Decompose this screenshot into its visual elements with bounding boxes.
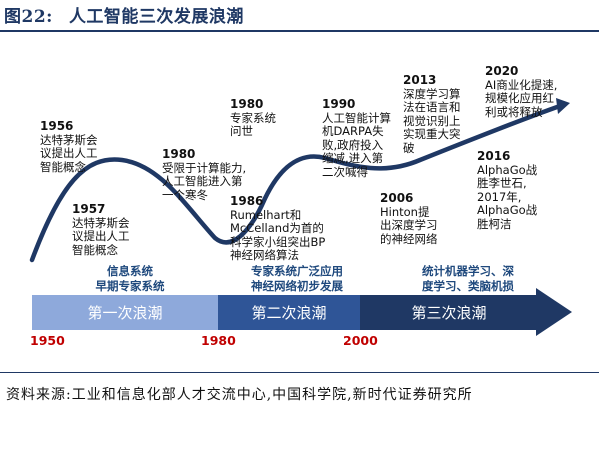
milestone-1980-winter: 1980 受限于计算能力, 人工智能进入第 一个寒冬 bbox=[162, 147, 247, 202]
milestone-1980-expert: 1980 专家系统 问世 bbox=[230, 97, 276, 139]
source-note: 资料来源:工业和信息化部人才交流中心,中国科学院,新时代证券研究所 bbox=[6, 387, 473, 403]
year-2000: 2000 bbox=[343, 333, 378, 348]
era-label-1: 信息系统 早期专家系统 bbox=[95, 264, 165, 293]
wave-curve bbox=[29, 103, 563, 263]
milestone-1957: 1957 达特茅斯会 议提出人工 智能概念 bbox=[72, 202, 130, 257]
wave-band-first: 第一次浪潮 bbox=[32, 295, 218, 330]
milestone-1956: 1956 达特茅斯会 议提出人工 智能概念 bbox=[40, 119, 98, 174]
milestone-1986: 1986 Rumelhart和 McCelland为首的 科学家小组突出BP 神经网络… bbox=[230, 194, 326, 263]
figure-title-text: 人工智能三次发展浪潮 bbox=[68, 7, 244, 27]
wave-band-third: 第三次浪潮 bbox=[360, 295, 538, 330]
wave-band-second: 第二次浪潮 bbox=[218, 295, 360, 330]
wave-arrowhead bbox=[556, 98, 570, 114]
source-rule bbox=[0, 372, 599, 373]
milestone-2016: 2016 AlphaGo战 胜李世石, 2017年, AlphaGo战 胜柯洁 bbox=[477, 149, 538, 231]
year-1950: 1950 bbox=[30, 333, 65, 348]
figure-title: 图22: 人工智能三次发展浪潮 bbox=[4, 2, 244, 27]
milestone-2006: 2006 Hinton提 出深度学习 的神经网络 bbox=[380, 191, 438, 246]
timeline-arrowhead bbox=[536, 288, 572, 336]
milestone-2013: 2013 深度学习算 法在语言和 视觉识别上 实现重大突破 bbox=[403, 73, 461, 155]
figure-number: 图22: bbox=[4, 7, 53, 27]
year-1980: 1980 bbox=[201, 333, 236, 348]
era-label-3: 统计机器学习、深 度学习、类脑机损 bbox=[422, 264, 514, 293]
milestone-1990: 1990 人工智能计算 机DARPA失 败,政府投入 缩减,进入第 二次喊得 bbox=[322, 97, 391, 179]
title-rule bbox=[0, 30, 599, 32]
era-label-2: 专家系统广泛应用 神经网络初步发展 bbox=[251, 264, 343, 293]
milestone-2020: 2020 AI商业化提速, 规模化应用红 利或将释放 bbox=[485, 64, 558, 119]
